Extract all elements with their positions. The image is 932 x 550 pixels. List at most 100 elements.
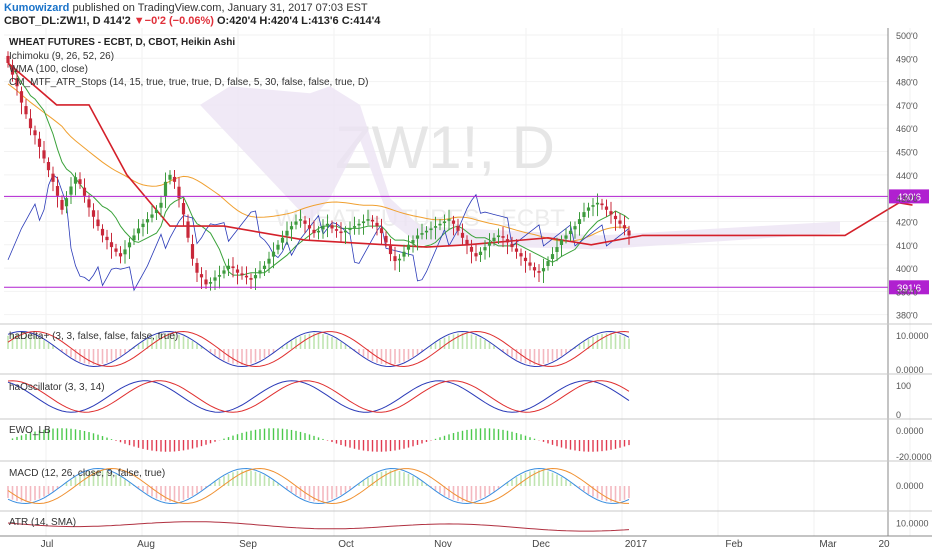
candle-body bbox=[105, 236, 109, 241]
candle-body bbox=[334, 229, 339, 231]
pane-title-haoscillator[interactable]: haOscillator (3, 3, 14) bbox=[9, 382, 105, 393]
candle-body bbox=[271, 251, 276, 257]
candle-body bbox=[429, 228, 433, 231]
candle-body bbox=[528, 262, 532, 266]
legend-atr-stops[interactable]: CM_MTF_ATR_Stops (14, 15, true, true, tr… bbox=[9, 77, 368, 88]
candle-body bbox=[96, 219, 100, 227]
candle-body bbox=[586, 207, 591, 211]
x-tick-label: Aug bbox=[137, 539, 155, 550]
candle-body bbox=[249, 278, 253, 280]
candle-body bbox=[604, 206, 609, 210]
pane-tick-label: -20.0000 bbox=[896, 452, 932, 462]
candle-body bbox=[523, 257, 528, 262]
candle-body bbox=[348, 228, 352, 231]
pane-title-macd[interactable]: MACD (12, 26, close, 9, false, true) bbox=[9, 468, 165, 479]
pane-title-hadelta[interactable]: haDelta+ (3, 3, false, false, false, tru… bbox=[9, 331, 178, 342]
price-tag-label: 430'6 bbox=[897, 192, 922, 203]
chart-background bbox=[0, 28, 932, 550]
price-change: −0'2 (−0.06%) bbox=[144, 15, 214, 27]
candle-body bbox=[339, 231, 343, 234]
legend-wma[interactable]: WMA (100, close) bbox=[9, 64, 88, 75]
candle-body bbox=[298, 219, 303, 221]
x-tick-label: Jul bbox=[41, 539, 54, 550]
ichimoku-lagging-line bbox=[7, 174, 630, 292]
candle-body bbox=[375, 222, 379, 227]
indicator-line-fast bbox=[7, 467, 630, 505]
price-pane bbox=[4, 51, 913, 292]
candle-body bbox=[51, 173, 55, 182]
open-value: 420'4 bbox=[229, 15, 257, 27]
candle-body bbox=[244, 275, 249, 278]
pane-tick-label: 0 bbox=[896, 410, 901, 420]
candle-body bbox=[100, 228, 105, 236]
publish-info: published on TradingView.com, January 31… bbox=[69, 2, 368, 14]
atr-stop-line bbox=[7, 62, 913, 248]
legend-ichimoku[interactable]: Ichimoku (9, 26, 52, 26) bbox=[9, 51, 114, 62]
chart-canvas[interactable]: ZW1!, D WHEAT FUTURES - ECBT 430'6391'65… bbox=[0, 28, 932, 550]
x-tick-label: Nov bbox=[434, 539, 452, 550]
candle-body bbox=[204, 279, 208, 285]
candle-body bbox=[213, 277, 217, 281]
last-price: 414'2 bbox=[103, 15, 131, 27]
candle-body bbox=[123, 249, 127, 255]
pane-title-atr[interactable]: ATR (14, SMA) bbox=[9, 517, 76, 528]
candle-body bbox=[163, 181, 168, 197]
candle-body bbox=[217, 275, 222, 277]
candle-body bbox=[258, 270, 262, 274]
candle-body bbox=[474, 253, 478, 257]
candle-body bbox=[24, 106, 28, 115]
candle-body bbox=[253, 275, 258, 279]
ichimoku-cloud bbox=[200, 86, 840, 250]
candle-body bbox=[168, 174, 172, 180]
indicator-line-slow bbox=[7, 467, 629, 505]
x-tick-label: 2017 bbox=[625, 539, 648, 550]
candle-body bbox=[127, 242, 132, 248]
pane-tick-label: 0.0000 bbox=[896, 481, 924, 491]
candle-body bbox=[235, 269, 240, 273]
candle-body bbox=[532, 267, 537, 271]
legend: WHEAT FUTURES - ECBT, D, CBOT, Heikin As… bbox=[9, 37, 368, 88]
indicator-line-slow bbox=[7, 330, 630, 368]
candle-body bbox=[415, 235, 420, 239]
candle-body bbox=[294, 221, 298, 225]
candle-body bbox=[87, 199, 91, 208]
candle-body bbox=[262, 265, 267, 269]
legend-title: WHEAT FUTURES - ECBT, D, CBOT, Heikin As… bbox=[9, 37, 235, 48]
candle-body bbox=[307, 225, 312, 229]
candle-body bbox=[46, 162, 51, 171]
y-tick-label: 430'0 bbox=[896, 194, 918, 204]
pane-title-ewo[interactable]: EWO_LB bbox=[9, 425, 51, 436]
symbol-label: CBOT_DL:ZW1!, D bbox=[4, 15, 101, 27]
high-label: H: bbox=[259, 15, 271, 27]
candle-body bbox=[226, 265, 231, 269]
candle-body bbox=[537, 271, 541, 273]
indicator-line-fast bbox=[7, 380, 630, 413]
candle-body bbox=[514, 248, 519, 252]
candle-body bbox=[501, 236, 505, 238]
candle-body bbox=[172, 176, 177, 182]
price-tag: 391'6 bbox=[889, 280, 929, 294]
candle-body bbox=[442, 221, 447, 224]
candle-body bbox=[460, 232, 465, 238]
candle-body bbox=[361, 221, 366, 224]
candle-body bbox=[195, 262, 199, 273]
candle-body bbox=[276, 244, 280, 250]
candle-body bbox=[280, 237, 285, 243]
candle-body bbox=[402, 251, 406, 257]
y-tick-label: 500'0 bbox=[896, 31, 918, 41]
pane-tick-label: 10.0000 bbox=[896, 331, 929, 341]
publish-line: Kumowizard published on TradingView.com,… bbox=[4, 2, 368, 14]
candle-body bbox=[28, 118, 33, 129]
x-tick-label: Oct bbox=[338, 539, 354, 550]
y-tick-label: 420'0 bbox=[896, 217, 918, 227]
candle-body bbox=[91, 210, 96, 217]
candle-body bbox=[384, 235, 388, 243]
x-tick-label: Feb bbox=[725, 539, 743, 550]
candle-body bbox=[555, 247, 559, 252]
author-link[interactable]: Kumowizard bbox=[4, 2, 70, 14]
candle-body bbox=[559, 240, 564, 245]
candle-body bbox=[186, 221, 190, 238]
candle-body bbox=[627, 230, 631, 236]
candle-body bbox=[505, 239, 510, 243]
candle-body bbox=[312, 229, 316, 234]
